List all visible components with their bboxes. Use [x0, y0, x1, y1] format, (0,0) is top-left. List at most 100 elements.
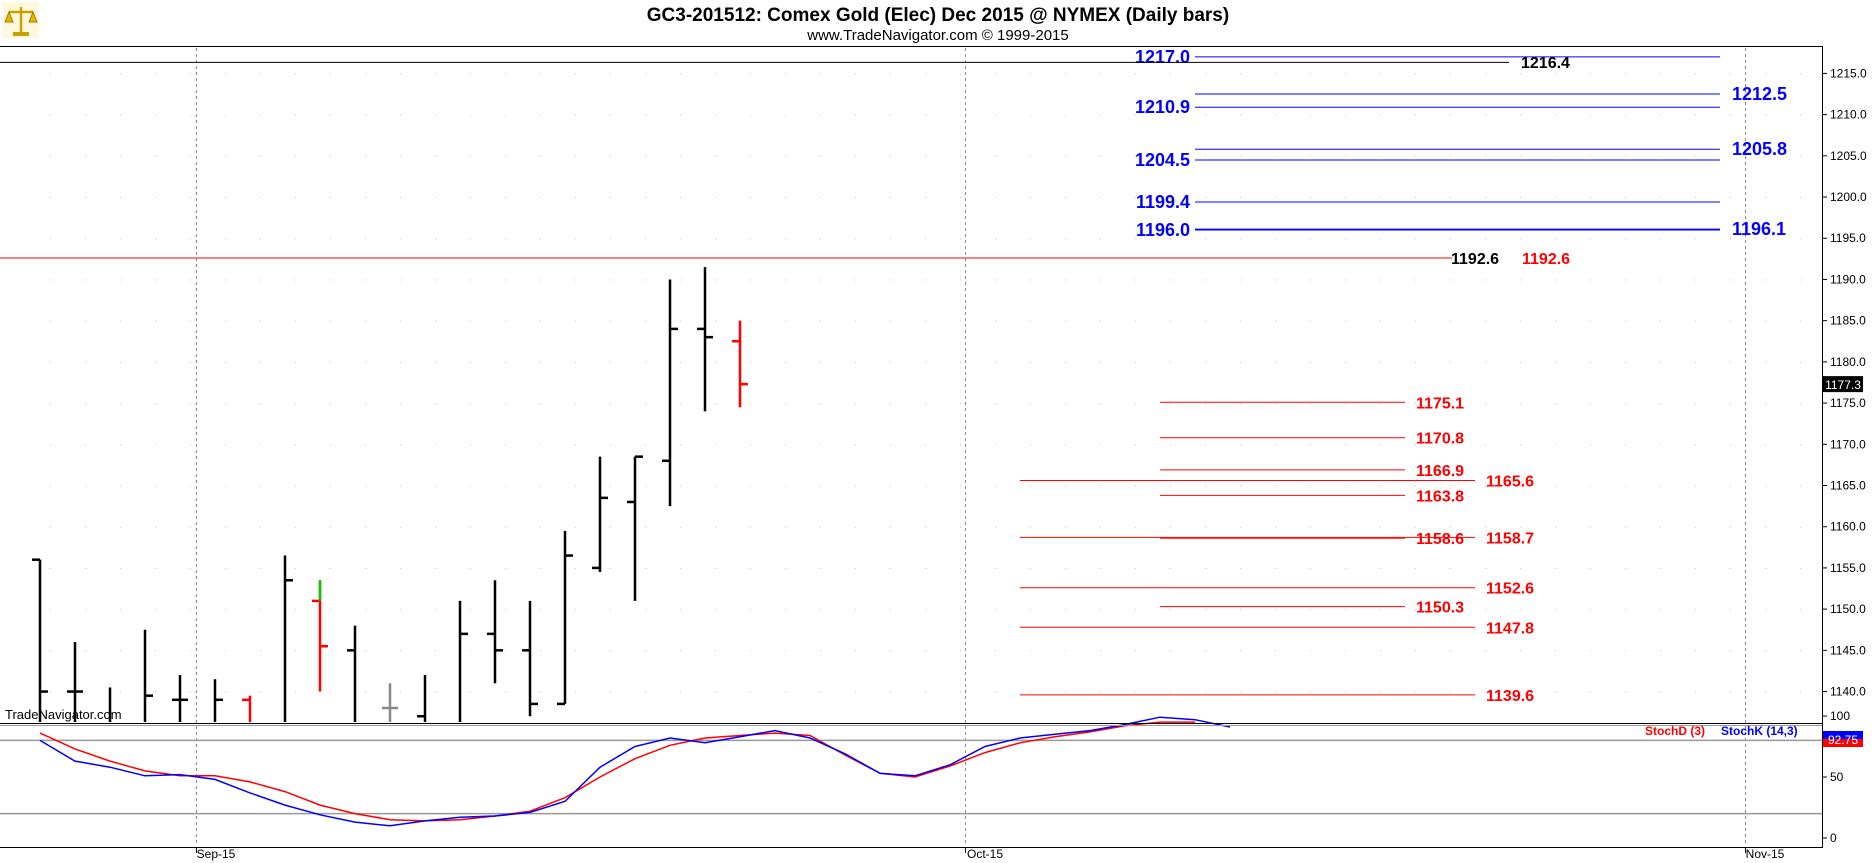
- grid-dot: [1520, 114, 1521, 116]
- grid-dot: [715, 444, 716, 446]
- grid-dot: [85, 361, 86, 363]
- grid-dot: [540, 279, 541, 281]
- grid-dot: [1100, 155, 1101, 157]
- grid-dot: [610, 114, 611, 116]
- grid-dot: [470, 526, 471, 528]
- grid-dot: [225, 320, 226, 322]
- grid-dot: [1695, 114, 1696, 116]
- grid-dot: [925, 650, 926, 652]
- grid-dot: [1100, 279, 1101, 281]
- grid-dot: [1590, 197, 1591, 199]
- grid-dot: [785, 320, 786, 322]
- grid-dot: [1415, 73, 1416, 75]
- grid-dot: [1590, 320, 1591, 322]
- grid-dot: [1415, 444, 1416, 446]
- grid-dot: [155, 238, 156, 240]
- grid-dot: [1800, 650, 1801, 652]
- grid-dot: [820, 444, 821, 446]
- grid-dot: [925, 444, 926, 446]
- grid-dot: [1275, 361, 1276, 363]
- grid-dot: [1100, 361, 1101, 363]
- y-tick-label: 1215.0: [1830, 66, 1867, 80]
- grid-dot: [820, 691, 821, 693]
- grid-dot: [1345, 238, 1346, 240]
- grid-dot: [1800, 320, 1801, 322]
- grid-dot: [750, 444, 751, 446]
- grid-dot: [400, 73, 401, 75]
- grid-dot: [1800, 197, 1801, 199]
- grid-dot: [155, 73, 156, 75]
- grid-dot: [1205, 485, 1206, 487]
- grid-dot: [225, 238, 226, 240]
- grid-dot: [505, 238, 506, 240]
- grid-dot: [1170, 485, 1171, 487]
- grid-dot: [1205, 526, 1206, 528]
- grid-dot: [1590, 567, 1591, 569]
- grid-dot: [295, 114, 296, 116]
- grid-dot: [120, 526, 121, 528]
- month-separators: [196, 48, 1746, 845]
- grid-dot: [890, 526, 891, 528]
- grid-dot: [1625, 197, 1626, 199]
- grid-dot: [750, 279, 751, 281]
- grid-dot: [855, 609, 856, 611]
- grid-dot: [750, 567, 751, 569]
- grid-dot: [820, 155, 821, 157]
- y-tick-label: 1140.0: [1830, 685, 1866, 699]
- grid-dot: [85, 444, 86, 446]
- grid-dot: [995, 361, 996, 363]
- grid-dot: [1695, 320, 1696, 322]
- grid-dot: [1170, 567, 1171, 569]
- grid-dot: [435, 197, 436, 199]
- grid-dot: [750, 320, 751, 322]
- grid-dot: [365, 197, 366, 199]
- grid-dot: [1555, 114, 1556, 116]
- grid-dot: [645, 279, 646, 281]
- grid-dot: [715, 320, 716, 322]
- grid-dot: [505, 444, 506, 446]
- grid-dot: [50, 320, 51, 322]
- grid-dot: [50, 361, 51, 363]
- grid-dot: [155, 155, 156, 157]
- grid-dot: [1100, 691, 1101, 693]
- grid-dot: [1205, 197, 1206, 199]
- grid-dot: [785, 238, 786, 240]
- grid-dot: [1240, 361, 1241, 363]
- grid-dot: [1765, 485, 1766, 487]
- grid-dot: [260, 403, 261, 405]
- grid-dot: [1205, 320, 1206, 322]
- grid-dot: [1310, 691, 1311, 693]
- grid-dot: [1520, 485, 1521, 487]
- grid-dot: [505, 320, 506, 322]
- grid-dot: [120, 485, 121, 487]
- grid-dot: [855, 155, 856, 157]
- grid-dot: [1170, 691, 1171, 693]
- grid-dot: [925, 691, 926, 693]
- grid-dot: [1310, 567, 1311, 569]
- grid-dot: [610, 320, 611, 322]
- grid-dot: [540, 485, 541, 487]
- grid-dot: [925, 320, 926, 322]
- grid-dot: [50, 73, 51, 75]
- grid-dot: [1590, 114, 1591, 116]
- grid-dot: [225, 609, 226, 611]
- grid-dot: [960, 444, 961, 446]
- grid-dot: [50, 609, 51, 611]
- grid-dot: [645, 485, 646, 487]
- grid-dot: [1765, 320, 1766, 322]
- grid-dot: [1275, 650, 1276, 652]
- grid-dot: [960, 73, 961, 75]
- level-label: 1158.6: [1416, 531, 1464, 548]
- grid-dot: [155, 485, 156, 487]
- grid-dot: [1765, 444, 1766, 446]
- stoch-y-tick-label: 50: [1830, 770, 1844, 784]
- grid-dot: [1660, 279, 1661, 281]
- grid-dot: [330, 691, 331, 693]
- grid-dot: [645, 567, 646, 569]
- grid-dot: [435, 155, 436, 157]
- grid-dot: [85, 320, 86, 322]
- grid-dot: [785, 73, 786, 75]
- grid-dot: [1380, 320, 1381, 322]
- grid-dot: [925, 526, 926, 528]
- grid-dot: [400, 114, 401, 116]
